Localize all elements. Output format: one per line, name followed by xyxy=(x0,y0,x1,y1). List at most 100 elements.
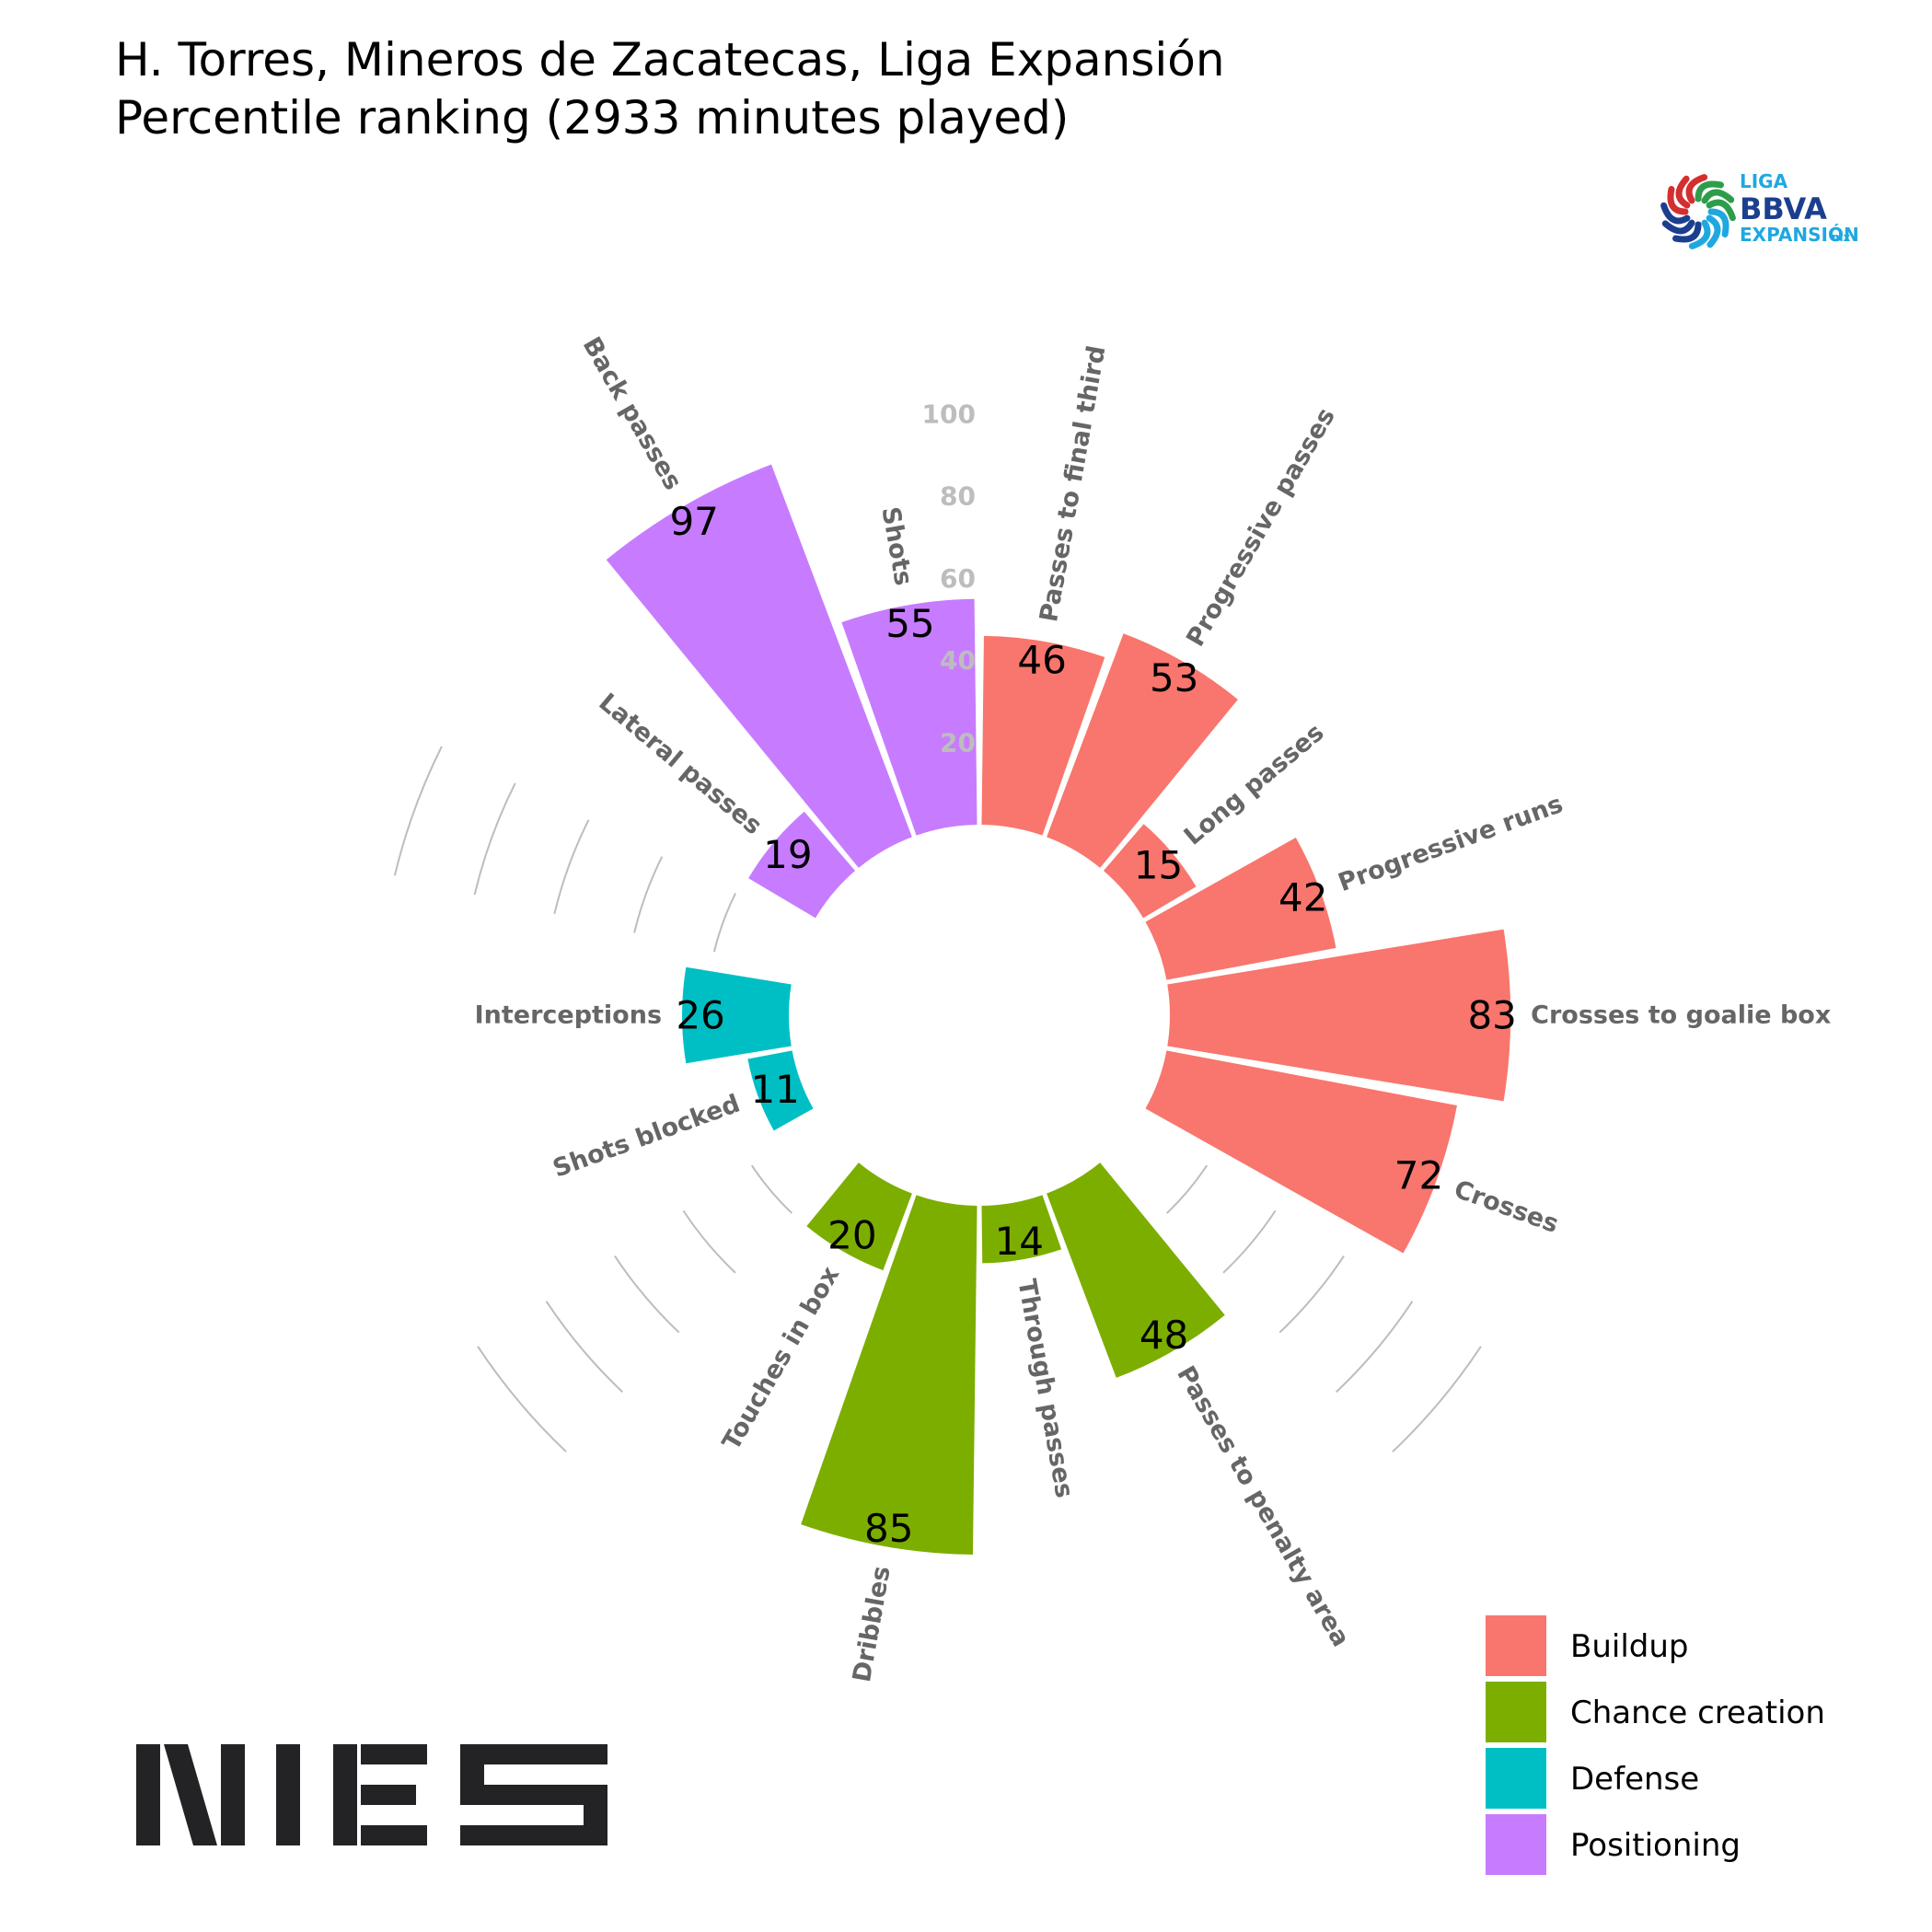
category-label-passes-to-final-third: Passes to final third xyxy=(1035,343,1111,624)
reference-arc xyxy=(712,893,736,953)
brand-logo-stroke xyxy=(333,1744,357,1845)
reference-arc xyxy=(1278,1255,1345,1334)
legend-label-positioning: Positioning xyxy=(1570,1827,1741,1864)
logo-swirl xyxy=(1661,219,1695,235)
logo-swirl xyxy=(1675,175,1691,209)
brand-logo xyxy=(136,1744,607,1845)
gap-arcs xyxy=(393,746,1482,1452)
category-label-through-passes: Through passes xyxy=(1012,1277,1078,1499)
league-logo-suffix: mx xyxy=(1832,231,1851,244)
brand-logo-stroke xyxy=(164,1744,217,1845)
bar-touches-in-box xyxy=(806,1163,912,1271)
brand-logo-stroke xyxy=(361,1785,416,1805)
radial-ticks: 20 40 60 80 100 xyxy=(922,399,976,758)
bar-interceptions xyxy=(682,966,792,1064)
bar-shots-blocked xyxy=(747,1050,814,1131)
bar-progressive-passes xyxy=(1047,633,1238,868)
brand-logo-stroke xyxy=(276,1744,300,1845)
bar-long-passes xyxy=(1103,824,1197,919)
value-label-progressive-runs: 42 xyxy=(1278,874,1327,920)
league-logo-line1: LIGA xyxy=(1740,170,1788,192)
reference-arc xyxy=(393,746,443,876)
radial-tick-40: 40 xyxy=(940,645,976,676)
bar-back-passes xyxy=(606,464,912,868)
value-label-progressive-passes: 53 xyxy=(1150,655,1198,700)
legend-swatch-positioning xyxy=(1486,1814,1546,1875)
category-label-shots-blocked: Shots blocked xyxy=(550,1090,744,1184)
brand-logo-stroke xyxy=(460,1785,607,1805)
bar-passes-to-penalty-area xyxy=(1047,1163,1225,1378)
brand-logo-stroke xyxy=(361,1825,427,1845)
bars xyxy=(606,464,1511,1556)
brand-logo-stroke xyxy=(221,1744,245,1845)
value-label-passes-to-final-third: 46 xyxy=(1017,637,1066,682)
value-label-through-passes: 14 xyxy=(995,1219,1044,1264)
legend-swatch-defense xyxy=(1486,1748,1546,1809)
chart-subtitle: Percentile ranking (2933 minutes played) xyxy=(115,91,1069,145)
brand-logo-stroke xyxy=(460,1744,607,1764)
chart-title: H. Torres, Mineros de Zacatecas, Liga Ex… xyxy=(115,33,1225,87)
value-label-back-passes: 97 xyxy=(669,499,718,544)
value-label-dribbles: 85 xyxy=(864,1506,913,1551)
bar-lateral-passes xyxy=(748,811,856,919)
reference-arc xyxy=(477,1346,567,1452)
bar-passes-to-final-third xyxy=(981,635,1105,836)
value-label-touches-in-box: 20 xyxy=(827,1213,876,1258)
bar-crosses xyxy=(1145,1050,1457,1254)
value-label-lateral-passes: 19 xyxy=(763,832,812,877)
reference-arc xyxy=(473,782,516,896)
reference-arc xyxy=(1222,1209,1277,1274)
logo-swirl xyxy=(1660,202,1691,225)
logo-swirl xyxy=(1695,180,1724,202)
reference-arc xyxy=(750,1164,793,1214)
reference-arc xyxy=(545,1301,624,1394)
legend-swatch-chance-creation xyxy=(1486,1682,1546,1742)
value-labels: 46 53 15 42 83 72 48 14 85 20 11 26 19 97 55 xyxy=(669,499,1516,1551)
category-label-shots: Shots xyxy=(875,504,917,587)
category-label-passes-to-penalty-area: Passes to penalty area xyxy=(1171,1361,1355,1651)
logo-swirl xyxy=(1707,208,1730,237)
league-logo-line3: EXPANSIÓN xyxy=(1740,224,1859,246)
logo-swirl xyxy=(1701,189,1735,204)
category-label-crosses: Crosses xyxy=(1451,1175,1563,1240)
league-logo-line2: BBVA xyxy=(1740,191,1827,226)
radial-tick-60: 60 xyxy=(940,563,976,594)
value-label-shots: 55 xyxy=(885,601,934,646)
category-label-interceptions: Interceptions xyxy=(475,1001,662,1030)
logo-swirl xyxy=(1688,219,1711,249)
bar-progressive-runs xyxy=(1145,837,1336,980)
value-label-shots-blocked: 11 xyxy=(750,1067,799,1112)
brand-logo-stroke xyxy=(361,1744,427,1764)
value-label-long-passes: 15 xyxy=(1134,842,1183,887)
value-label-interceptions: 26 xyxy=(676,993,724,1038)
bar-dribbles xyxy=(801,1195,978,1556)
legend-label-chance-creation: Chance creation xyxy=(1570,1695,1825,1731)
reference-arc xyxy=(682,1209,736,1274)
bar-shots xyxy=(841,598,978,836)
legend-label-buildup: Buildup xyxy=(1570,1628,1688,1665)
value-label-crosses: 72 xyxy=(1394,1152,1443,1197)
logo-swirl xyxy=(1706,199,1736,222)
reference-arc xyxy=(1392,1346,1482,1452)
logo-swirl xyxy=(1667,186,1689,215)
category-label-crosses-to-goalie-box: Crosses to goalie box xyxy=(1531,1001,1831,1030)
logo-swirl xyxy=(1685,174,1708,204)
legend-swatch-buildup xyxy=(1486,1615,1546,1676)
reference-arc xyxy=(1165,1164,1209,1214)
category-label-progressive-runs: Progressive runs xyxy=(1335,790,1567,897)
category-label-touches-in-box: Touches in box xyxy=(717,1262,845,1455)
bar-through-passes xyxy=(981,1195,1062,1264)
legend-label-defense: Defense xyxy=(1570,1761,1699,1798)
bar-crosses-to-goalie-box xyxy=(1167,929,1511,1102)
logo-swirl xyxy=(1706,214,1721,249)
reference-arc xyxy=(614,1255,680,1334)
radial-tick-20: 20 xyxy=(940,727,976,758)
category-label-dribbles: Dribbles xyxy=(848,1564,897,1684)
radial-tick-100: 100 xyxy=(922,399,976,430)
reference-arc xyxy=(1335,1301,1414,1394)
logo-swirl xyxy=(1672,221,1702,243)
radial-tick-80: 80 xyxy=(940,481,976,512)
category-label-progressive-passes: Progressive passes xyxy=(1181,403,1341,652)
